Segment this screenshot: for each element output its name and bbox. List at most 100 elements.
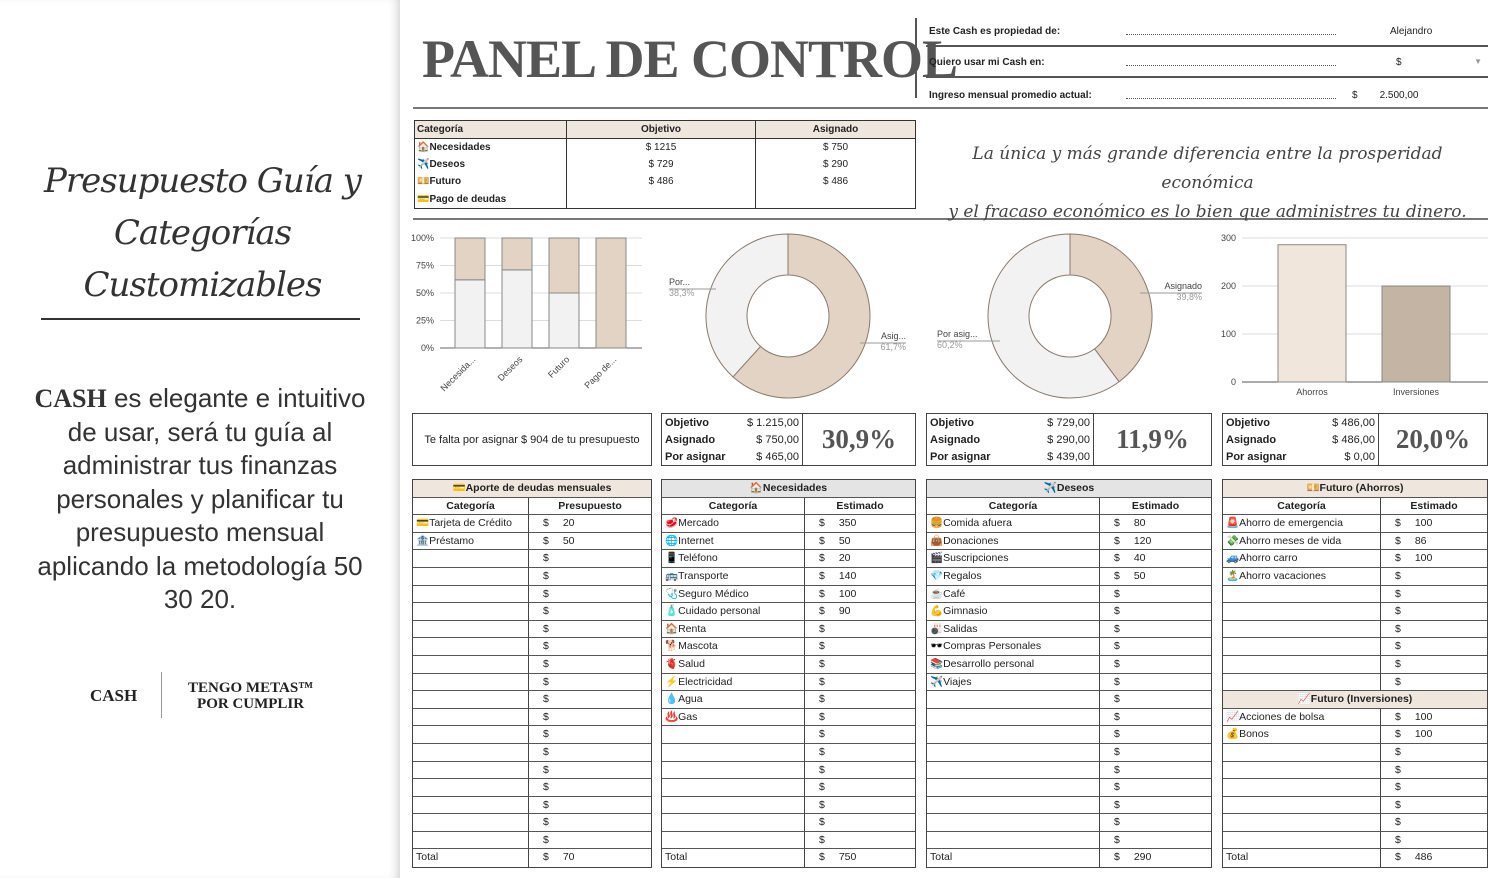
category-cell[interactable] <box>662 761 805 779</box>
category-cell[interactable]: 🏝️Ahorro vacaciones <box>1223 567 1381 585</box>
amount-cell[interactable]: $ <box>805 744 915 761</box>
amount-cell[interactable]: $ <box>1100 779 1211 796</box>
category-cell[interactable]: 💧Agua <box>662 691 805 708</box>
category-cell[interactable] <box>1223 673 1381 691</box>
category-cell[interactable] <box>413 620 529 638</box>
amount-cell[interactable]: $100 <box>1381 515 1487 532</box>
amount-cell[interactable]: $ <box>529 621 651 638</box>
amount-cell[interactable]: $ <box>805 691 915 708</box>
amount-cell[interactable]: $ <box>529 744 651 761</box>
amount-cell[interactable]: $ <box>805 638 915 655</box>
category-cell[interactable]: 🩺Seguro Médico <box>662 585 805 603</box>
amount-cell[interactable]: $90 <box>805 603 915 620</box>
category-cell[interactable] <box>662 726 805 743</box>
category-cell[interactable] <box>662 796 805 814</box>
amount-cell[interactable]: $ <box>1381 832 1487 849</box>
category-cell[interactable] <box>927 779 1100 796</box>
category-cell[interactable] <box>413 655 529 673</box>
category-cell[interactable]: 🥩Mercado <box>662 515 805 532</box>
amount-cell[interactable]: $50 <box>529 533 651 550</box>
amount-cell[interactable]: $50 <box>805 533 915 550</box>
category-cell[interactable]: ⚡Electricidad <box>662 673 805 691</box>
amount-cell[interactable]: $20 <box>805 550 915 567</box>
category-cell[interactable] <box>413 726 529 743</box>
amount-cell[interactable]: $ <box>529 691 651 708</box>
amount-cell[interactable]: $ <box>805 779 915 796</box>
category-cell[interactable]: 💰Bonos <box>1223 726 1381 743</box>
amount-cell[interactable]: $ <box>805 762 915 779</box>
category-cell[interactable] <box>1223 585 1381 603</box>
amount-cell[interactable]: $ <box>1381 638 1487 655</box>
category-cell[interactable]: 📈Acciones de bolsa <box>1223 708 1381 726</box>
category-cell[interactable] <box>1223 779 1381 796</box>
category-cell[interactable] <box>1223 796 1381 814</box>
category-cell[interactable]: 📚Desarrollo personal <box>927 655 1100 673</box>
category-cell[interactable]: 🌐Internet <box>662 532 805 550</box>
category-cell[interactable] <box>927 796 1100 814</box>
category-cell[interactable] <box>413 743 529 761</box>
amount-cell[interactable]: $ <box>529 814 651 831</box>
category-cell[interactable] <box>1223 743 1381 761</box>
category-cell[interactable] <box>662 831 805 849</box>
amount-cell[interactable]: $ <box>529 832 651 849</box>
category-cell[interactable] <box>413 567 529 585</box>
amount-cell[interactable]: $ <box>1100 586 1211 603</box>
category-cell[interactable]: 💳Tarjeta de Crédito <box>413 515 529 532</box>
category-cell[interactable]: 💸Ahorro meses de vida <box>1223 532 1381 550</box>
category-cell[interactable] <box>413 585 529 603</box>
amount-cell[interactable]: $ <box>805 726 915 743</box>
category-cell[interactable]: 🎬Suscripciones <box>927 550 1100 567</box>
amount-cell[interactable]: $ <box>1381 656 1487 673</box>
category-cell[interactable]: ✈️Viajes <box>927 673 1100 691</box>
amount-cell[interactable]: $80 <box>1100 515 1211 532</box>
amount-cell[interactable]: $20 <box>529 515 651 532</box>
amount-cell[interactable]: $ <box>529 656 651 673</box>
category-cell[interactable]: 🐕Mascota <box>662 638 805 655</box>
amount-cell[interactable]: $ <box>1381 586 1487 603</box>
amount-cell[interactable]: $ <box>1100 603 1211 620</box>
amount-cell[interactable]: $ <box>1381 814 1487 831</box>
category-cell[interactable]: 🍔Comida afuera <box>927 515 1100 532</box>
chevron-down-icon[interactable]: ▼ <box>1474 56 1482 66</box>
amount-cell[interactable]: $ <box>805 832 915 849</box>
amount-cell[interactable]: $ <box>529 779 651 796</box>
category-cell[interactable]: 🚙Ahorro carro <box>1223 550 1381 567</box>
amount-cell[interactable]: $ <box>805 797 915 814</box>
category-cell[interactable] <box>927 831 1100 849</box>
amount-cell[interactable]: $ <box>1100 638 1211 655</box>
category-cell[interactable] <box>413 691 529 708</box>
amount-cell[interactable]: $ <box>529 586 651 603</box>
category-cell[interactable]: 🚨Ahorro de emergencia <box>1223 515 1381 532</box>
amount-cell[interactable]: $50 <box>1100 568 1211 585</box>
category-cell[interactable] <box>1223 620 1381 638</box>
category-cell[interactable] <box>413 708 529 726</box>
category-cell[interactable] <box>927 691 1100 708</box>
amount-cell[interactable]: $ <box>1100 762 1211 779</box>
amount-cell[interactable]: $ <box>1100 674 1211 691</box>
category-cell[interactable] <box>413 814 529 831</box>
category-cell[interactable] <box>662 814 805 831</box>
amount-cell[interactable]: $ <box>1100 691 1211 708</box>
category-cell[interactable] <box>662 743 805 761</box>
amount-cell[interactable]: $ <box>1100 744 1211 761</box>
amount-cell[interactable]: $ <box>1381 797 1487 814</box>
amount-cell[interactable]: $86 <box>1381 533 1487 550</box>
category-cell[interactable]: 🕶️Compras Personales <box>927 638 1100 655</box>
amount-cell[interactable]: $ <box>529 726 651 743</box>
amount-cell[interactable]: $350 <box>805 515 915 532</box>
amount-cell[interactable]: $ <box>1381 603 1487 620</box>
category-cell[interactable] <box>1223 655 1381 673</box>
category-cell[interactable] <box>662 779 805 796</box>
category-cell[interactable] <box>413 831 529 849</box>
amount-cell[interactable]: $ <box>805 656 915 673</box>
category-cell[interactable] <box>927 743 1100 761</box>
category-cell[interactable] <box>413 796 529 814</box>
amount-cell[interactable]: $100 <box>1381 726 1487 743</box>
amount-cell[interactable]: $ <box>1381 744 1487 761</box>
category-cell[interactable]: 🏦Préstamo <box>413 532 529 550</box>
amount-cell[interactable]: $ <box>805 674 915 691</box>
category-cell[interactable]: 🫀Salud <box>662 655 805 673</box>
amount-cell[interactable]: $ <box>529 762 651 779</box>
category-cell[interactable] <box>413 779 529 796</box>
category-cell[interactable]: 💎Regalos <box>927 567 1100 585</box>
